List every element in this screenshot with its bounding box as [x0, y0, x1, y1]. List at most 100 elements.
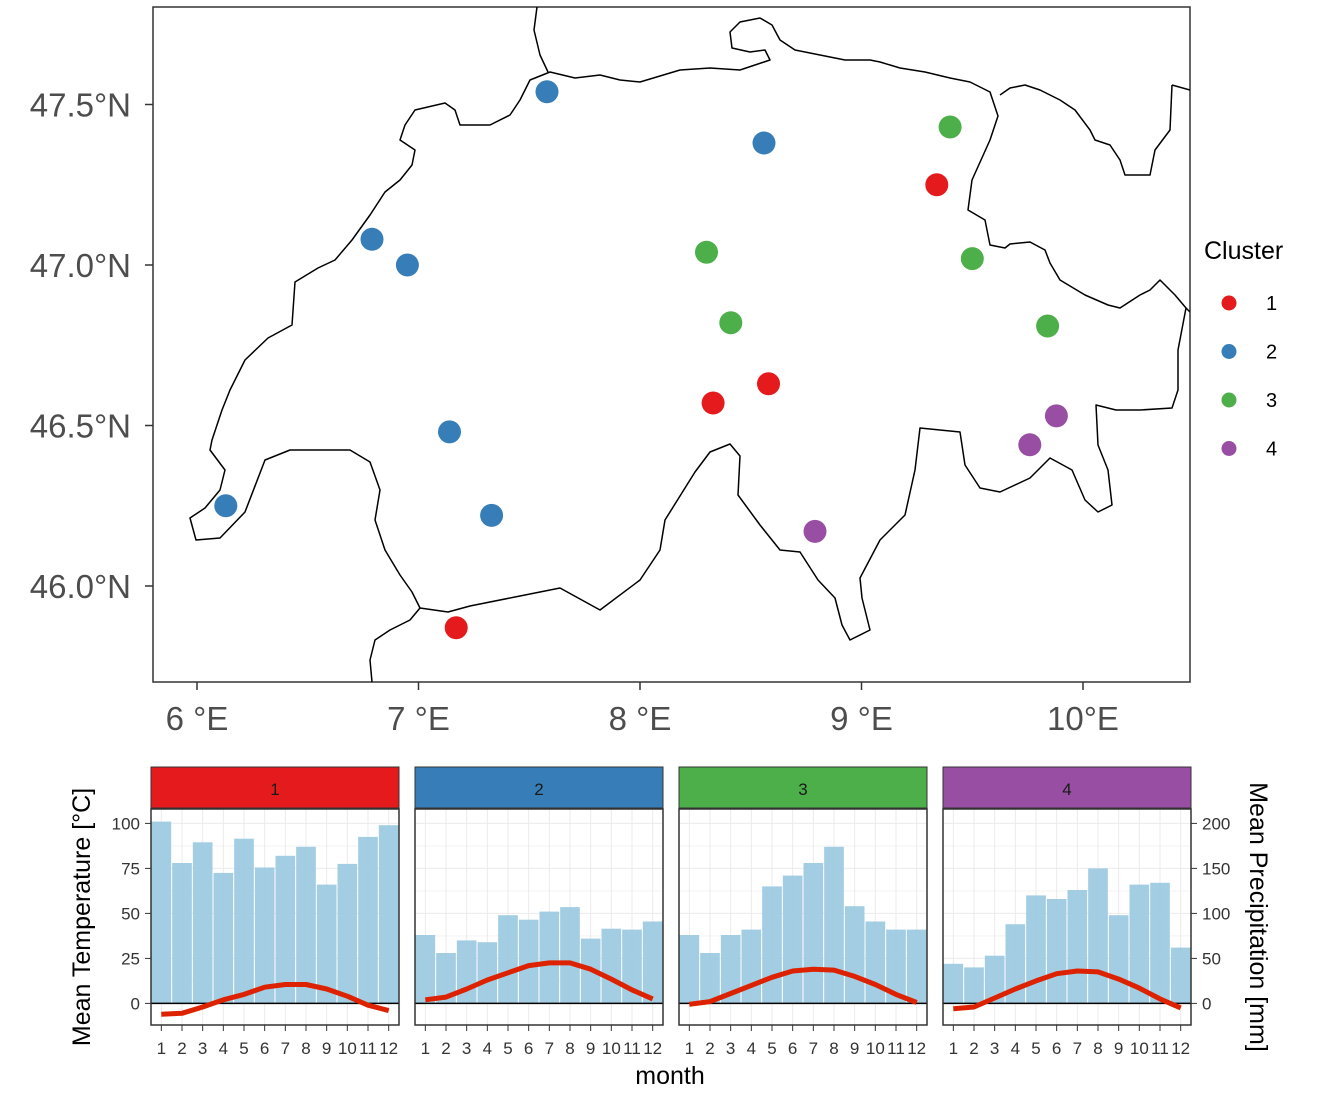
precipitation-bar — [1067, 890, 1088, 1004]
facet-x-tick-label: 7 — [545, 1039, 554, 1058]
left-axis-tick-label: 0 — [131, 994, 140, 1013]
facet-x-tick-label: 8 — [1093, 1039, 1102, 1058]
facet-x-tick-label: 4 — [219, 1039, 228, 1058]
precipitation-bar — [1150, 882, 1170, 1004]
facet-x-tick-label: 8 — [565, 1039, 574, 1058]
precipitation-bar — [741, 929, 762, 1004]
facet-x-tick-label: 10 — [866, 1039, 885, 1058]
map-panel: 6 °E 7 °E 8 °E 9 °E 10°E 46.0°N46.5°N47.0°N4… — [30, 6, 1191, 737]
border-east-3 — [1185, 307, 1190, 313]
right-axis-tick-label: 200 — [1202, 814, 1230, 833]
precipitation-bar — [378, 825, 399, 1004]
legend-label: 3 — [1266, 390, 1277, 412]
facet-strip — [150, 766, 400, 809]
facet-x-tick-label: 9 — [850, 1039, 859, 1058]
facet-strip — [678, 766, 928, 809]
precipitation-bar — [337, 863, 358, 1004]
map-x-tick-label: 7 °E — [387, 700, 450, 737]
precipitation-bar — [1046, 899, 1067, 1004]
legend-key-4 — [1221, 441, 1237, 456]
left-axis: 0 25 50 75 100 — [112, 814, 151, 1013]
facet-3: 31 2 3 4 5 6 7 8 9 10 11 12 — [678, 766, 928, 1058]
station-point-cluster-1 — [925, 173, 949, 197]
station-point-cluster-2 — [360, 227, 384, 251]
facet-x-tick-label: 12 — [1171, 1039, 1190, 1058]
legend-label: 2 — [1266, 342, 1277, 364]
precipitation-bar — [1005, 924, 1026, 1004]
map-panel-border — [152, 6, 1191, 683]
precipitation-bar — [172, 863, 192, 1004]
facet-panel-border — [942, 808, 1192, 1026]
facet-panel-border — [150, 808, 400, 1026]
precipitation-bar — [498, 915, 518, 1004]
map-y-tick-label: 47.0°N — [30, 247, 131, 284]
map-y-tick-label: 46.0°N — [30, 568, 131, 605]
facet-x-tick-label: 5 — [1031, 1039, 1040, 1058]
precipitation-bar — [642, 921, 663, 1004]
facet-x-tick-label: 6 — [260, 1039, 269, 1058]
facet-x-tick-label: 4 — [747, 1039, 756, 1058]
border-north — [533, 7, 549, 73]
precipitation-bar — [1129, 884, 1150, 1004]
left-axis-tick-label: 100 — [112, 814, 140, 833]
precipitation-bar — [518, 919, 539, 1004]
facet-strip-label: 4 — [1062, 780, 1071, 799]
station-point-cluster-2 — [438, 420, 461, 444]
facet-x-tick-label: 2 — [441, 1039, 450, 1058]
right-axis-tick-label: 0 — [1202, 994, 1211, 1013]
facet-x-tick-label: 5 — [503, 1039, 512, 1058]
facet-x-tick-label: 6 — [788, 1039, 797, 1058]
facet-x-tick-label: 6 — [1052, 1039, 1061, 1058]
right-axis-tick-label: 150 — [1202, 859, 1230, 878]
legend-key-2 — [1221, 344, 1237, 359]
left-axis-tick-label: 50 — [121, 904, 140, 923]
facet-x-tick-label: 11 — [623, 1039, 641, 1058]
precipitation-bar — [679, 935, 700, 1004]
y-axis-title-right: Mean Precipitation [mm] — [1244, 782, 1272, 1052]
borders — [189, 7, 1190, 682]
temperature-line — [161, 982, 390, 1017]
facet-x-tick-label: 10 — [602, 1039, 621, 1058]
facet-x-tick-label: 2 — [705, 1039, 714, 1058]
temperature-line — [953, 968, 1182, 1012]
facet-x-tick-label: 12 — [907, 1039, 926, 1058]
precipitation-bar — [803, 863, 824, 1004]
facet-x-tick-label: 1 — [949, 1039, 958, 1058]
facet-x-tick-label: 4 — [1011, 1039, 1020, 1058]
right-axis: 0 50 100 150 200 — [1191, 814, 1230, 1013]
facet-x-tick-label: 12 — [379, 1039, 398, 1058]
facet-strip — [414, 766, 664, 809]
station-point-cluster-4 — [1044, 404, 1068, 428]
precipitation-bar — [782, 875, 803, 1004]
precipitation-bar — [192, 842, 213, 1004]
precipitation-bar — [1170, 947, 1191, 1004]
facet-x-tick-label: 10 — [1130, 1039, 1149, 1058]
precipitation-bar — [415, 935, 436, 1004]
facet-x-tick-label: 6 — [524, 1039, 533, 1058]
facet-strip-label: 1 — [270, 780, 279, 799]
legend-key-1 — [1221, 295, 1237, 311]
precipitation-bar — [844, 906, 865, 1004]
y-axis-title-left: Mean Temperature [°C] — [68, 788, 96, 1046]
precipitation-bar — [1088, 868, 1108, 1004]
facet-x-tick-label: 3 — [462, 1039, 471, 1058]
facet-2: 21 2 3 4 5 6 7 8 9 10 11 12 — [414, 766, 664, 1058]
facet-x-tick-label: 9 — [1114, 1039, 1123, 1058]
map-x-axis: 6 °E 7 °E 8 °E 9 °E 10°E — [166, 682, 1119, 737]
precipitation-bar — [151, 821, 172, 1004]
map-y-tick-label: 47.5°N — [30, 87, 131, 124]
map-x-tick-label: 9 °E — [830, 700, 893, 737]
precipitation-bar — [316, 884, 337, 1004]
station-point-cluster-2 — [395, 253, 419, 277]
precipitation-bar — [275, 855, 296, 1004]
precipitation-bar — [1026, 895, 1046, 1004]
precipitation-bar — [358, 836, 378, 1004]
facet-x-tick-label: 4 — [483, 1039, 492, 1058]
map-x-tick-label: 10°E — [1047, 700, 1119, 737]
facet-x-tick-label: 9 — [586, 1039, 595, 1058]
legend-title: Cluster — [1204, 237, 1283, 265]
right-axis-tick-label: 100 — [1202, 904, 1230, 923]
facet-x-tick-label: 2 — [969, 1039, 978, 1058]
facet-x-tick-label: 7 — [809, 1039, 818, 1058]
